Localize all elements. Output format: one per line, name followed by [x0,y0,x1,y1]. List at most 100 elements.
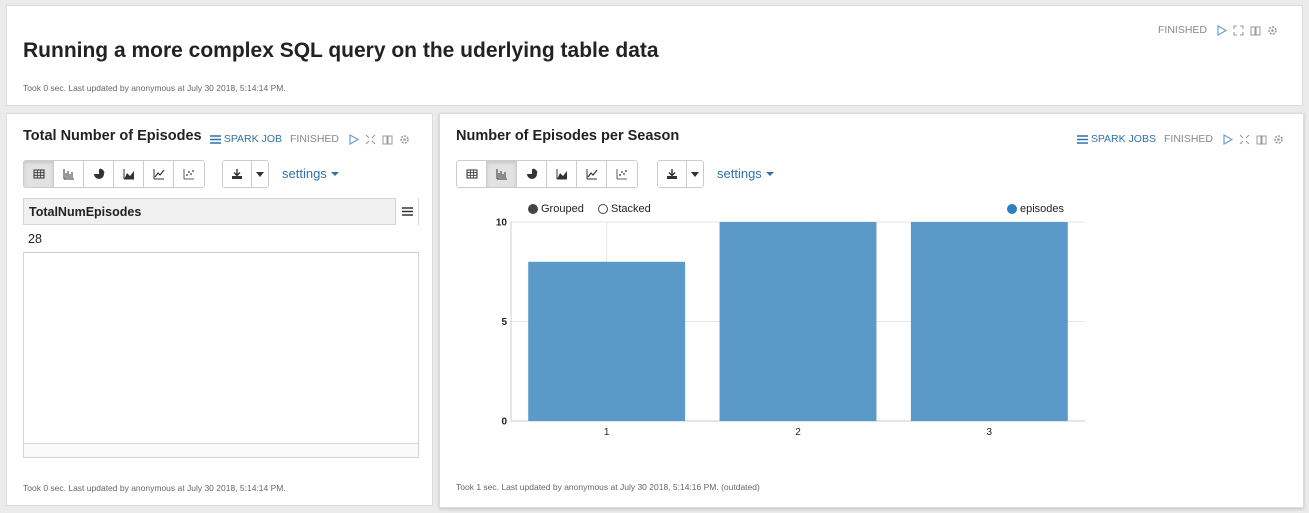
paragraph-controls: FINISHED [1158,24,1284,36]
spark-icon [1076,134,1088,144]
status-label: FINISHED [1163,133,1213,145]
series-legend-label: episodes [1020,203,1065,215]
table-row: 28 [23,225,419,252]
book-icon[interactable] [1250,25,1261,36]
result-table: TotalNumEpisodes 28 [23,198,419,458]
table-view-button[interactable] [457,161,487,187]
area-chart-button[interactable] [114,161,144,187]
caret-down-icon [765,171,774,176]
spark-jobs-link[interactable]: SPARK JOBS [1076,133,1156,145]
y-tick-label: 0 [501,417,507,428]
bar-chart-button[interactable] [54,161,84,187]
settings-toggle[interactable]: settings [717,166,774,181]
paragraph-controls: SPARK JOB FINISHED [209,133,416,145]
settings-label: settings [717,166,762,181]
panel-title: Total Number of Episodes [23,128,202,144]
line-chart-icon [586,169,597,180]
bar-chart-icon [63,169,74,180]
visualization-selector [456,160,638,188]
line-chart-button[interactable] [577,161,607,187]
series-color-dot [1007,204,1017,214]
scatter-chart-icon [616,169,627,180]
pie-chart-button[interactable] [517,161,547,187]
play-icon[interactable] [1222,133,1233,145]
status-label: FINISHED [1157,24,1207,36]
paragraph-footer: Took 0 sec. Last updated by anonymous at… [23,483,286,493]
pie-chart-icon [93,168,104,179]
table-view-button[interactable] [24,161,54,187]
area-chart-icon [556,169,567,180]
book-icon[interactable] [1256,134,1267,145]
bar[interactable] [910,222,1068,421]
column-menu-button[interactable] [395,198,418,225]
line-chart-icon [153,169,164,180]
visualization-selector [23,160,205,188]
horizontal-scrollbar[interactable] [23,444,419,458]
stacked-label: Stacked [611,203,651,215]
caret-down-icon [330,171,339,176]
paragraph-footer: Took 1 sec. Last updated by anonymous at… [456,482,760,492]
scatter-chart-button[interactable] [607,161,637,187]
play-icon[interactable] [1216,24,1227,36]
paragraph-title: Running a more complex SQL query on the … [23,39,659,62]
spark-job-label: SPARK JOB [223,133,282,145]
scatter-chart-icon [183,169,194,180]
x-tick-label: 2 [795,427,801,438]
compress-icon[interactable] [1239,134,1250,145]
download-icon [232,169,242,179]
bar[interactable] [719,222,877,421]
download-group [657,160,704,188]
y-tick-label: 10 [496,218,508,229]
scatter-chart-button[interactable] [174,161,204,187]
chart-paragraph-panel: Number of Episodes per Season SPARK JOBS… [439,113,1304,508]
panel-title: Number of Episodes per Season [456,128,680,144]
radio-unselected-icon [598,204,608,214]
table-paragraph-panel: Total Number of Episodes SPARK JOB FINIS… [6,113,433,506]
expand-icon[interactable] [1233,24,1244,36]
settings-toggle[interactable]: settings [282,166,339,181]
caret-down-icon [256,171,264,177]
table-empty-area [23,252,419,444]
table-cell: 28 [28,231,42,246]
pie-chart-icon [526,168,537,179]
column-header[interactable]: TotalNumEpisodes [29,204,142,219]
settings-label: settings [282,166,327,181]
gear-icon[interactable] [399,134,410,145]
series-legend-item[interactable]: episodes [1007,203,1064,215]
play-icon[interactable] [348,133,359,145]
spark-job-link[interactable]: SPARK JOB [209,133,282,145]
stacked-radio[interactable]: Stacked [598,203,651,215]
x-tick-label: 3 [987,427,993,438]
download-dropdown-button[interactable] [252,161,268,187]
download-icon [667,169,677,179]
area-chart-button[interactable] [547,161,577,187]
bar-chart-button[interactable] [487,161,517,187]
download-dropdown-button[interactable] [687,161,703,187]
bar-chart: 0 5 10 1 2 3 [496,218,1085,438]
caret-down-icon [691,171,699,177]
grouped-radio[interactable]: Grouped [528,203,584,215]
bar-chart-icon [496,169,507,180]
area-chart-icon [123,169,134,180]
status-label: FINISHED [289,133,339,145]
compress-icon[interactable] [365,134,376,145]
table-icon [33,169,44,179]
hamburger-icon [401,207,413,216]
download-button[interactable] [658,161,687,187]
download-button[interactable] [223,161,252,187]
y-tick-label: 5 [501,317,507,328]
pie-chart-button[interactable] [84,161,114,187]
table-header: TotalNumEpisodes [23,198,419,225]
radio-selected-icon [528,204,538,214]
paragraph-header-panel: Running a more complex SQL query on the … [6,5,1303,106]
book-icon[interactable] [382,134,393,145]
download-group [222,160,269,188]
gear-icon[interactable] [1273,134,1284,145]
line-chart-button[interactable] [144,161,174,187]
gear-icon[interactable] [1267,25,1278,36]
grouped-label: Grouped [541,203,584,215]
bar[interactable] [528,261,686,421]
paragraph-footer: Took 0 sec. Last updated by anonymous at… [23,83,286,93]
table-icon [466,169,477,179]
spark-jobs-label: SPARK JOBS [1090,133,1156,145]
